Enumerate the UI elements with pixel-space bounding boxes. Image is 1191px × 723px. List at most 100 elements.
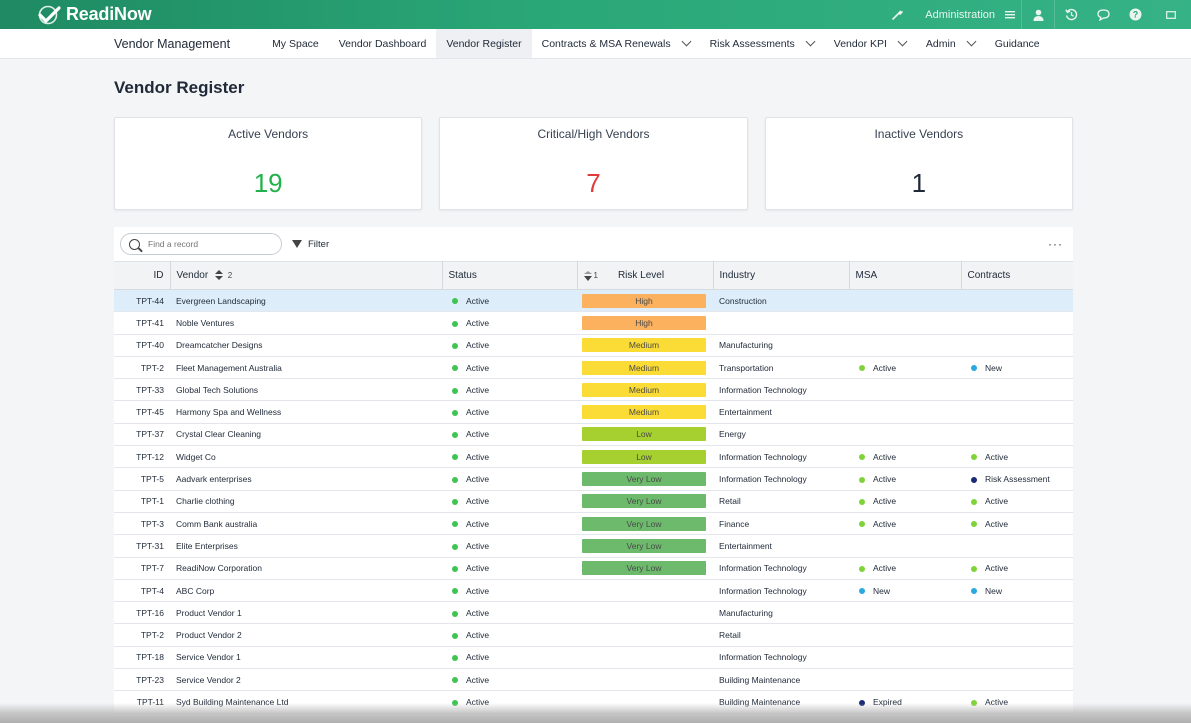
cell-msa: Active (849, 467, 961, 491)
industry-text: Manufacturing (719, 607, 773, 618)
table-row[interactable]: TPT-7 ReadiNow Corporation Active Very Low I… (114, 557, 1073, 580)
risk-badge: Medium (582, 360, 706, 375)
table-row[interactable]: TPT-2 Fleet Management Australia Active Med… (114, 356, 1073, 380)
filter-icon (292, 240, 302, 248)
menu-icon[interactable] (999, 0, 1021, 29)
table-row[interactable]: TPT-3 Comm Bank australia Active Very Low Fi… (114, 512, 1073, 536)
card-value: 19 (253, 168, 283, 198)
cell-industry: Retail (713, 623, 849, 647)
user-icon[interactable] (1022, 0, 1054, 29)
table-row[interactable]: TPT-18 Service Vendor 1 Active Information … (114, 646, 1073, 670)
history-icon[interactable] (1055, 0, 1087, 29)
nav-admin[interactable]: Admin (916, 29, 985, 58)
nav-vendor-dashboard[interactable]: Vendor Dashboard (329, 29, 437, 58)
vendor-name: Service Vendor 1 (176, 652, 241, 663)
table-row[interactable]: TPT-31 Elite Enterprises Active Very Low Ent… (114, 534, 1073, 558)
industry-text: Transportation (719, 362, 774, 373)
card-inactive-vendors[interactable]: Inactive Vendors 1 (764, 117, 1073, 210)
summary-cards: Active Vendors 19 Critical/High Vendors … (114, 117, 1073, 210)
table-row[interactable]: TPT-41 Noble Ventures Active High (114, 311, 1073, 335)
brand-logo[interactable]: ReadiNow (38, 4, 152, 25)
cell-id: TPT-40 (114, 334, 170, 357)
table-row[interactable]: TPT-2 Product Vendor 2 Active Retail (114, 623, 1073, 647)
search-box[interactable] (120, 233, 282, 255)
cell-msa (849, 400, 961, 424)
card-active-vendors[interactable]: Active Vendors 19 (114, 117, 423, 210)
cell-risk-level: Medium (577, 356, 713, 380)
table-row[interactable]: TPT-4 ABC Corp Active Information Technolog… (114, 579, 1073, 603)
cell-vendor: Elite Enterprises (170, 534, 442, 558)
status-dot-icon (452, 499, 458, 506)
nav-guidance[interactable]: Guidance (985, 29, 1050, 58)
status-text: Active (466, 696, 490, 707)
administration-label[interactable]: Administration (925, 8, 995, 21)
table-row[interactable]: TPT-5 Aadvark enterprises Active Very Low In… (114, 467, 1073, 491)
more-options-icon[interactable]: ··· (1048, 237, 1063, 251)
industry-text: Manufacturing (719, 340, 773, 351)
vendor-name: Noble Ventures (176, 317, 235, 328)
table-row[interactable]: TPT-33 Global Tech Solutions Active Medium I… (114, 378, 1073, 402)
help-icon[interactable]: ? (1119, 0, 1151, 29)
table-body: TPT-44 Evergreen Landscaping Active High Con… (114, 289, 1073, 714)
app-title[interactable]: Vendor Management (114, 36, 231, 51)
status-dot-icon (452, 432, 458, 439)
nav-risk-assessments[interactable]: Risk Assessments (700, 29, 824, 58)
cell-industry: Manufacturing (713, 334, 849, 357)
cell-contracts (961, 400, 1073, 424)
fullscreen-icon[interactable] (1151, 0, 1191, 29)
industry-text: Information Technology (719, 474, 807, 485)
cell-msa (849, 311, 961, 335)
column-header-id[interactable]: ID (114, 261, 171, 290)
table-row[interactable]: TPT-40 Dreamcatcher Designs Active Medium Ma… (114, 334, 1073, 357)
vendor-table: ID Vendor 2 Status 1 Risk Level Industry… (114, 261, 1073, 714)
nav-label: Vendor Register (446, 37, 522, 50)
table-row[interactable]: TPT-12 Widget Co Active Low Information Tech… (114, 445, 1073, 469)
table-row[interactable]: TPT-1 Charlie clothing Active Very Low Retai… (114, 490, 1073, 513)
cell-id: TPT-5 (114, 467, 170, 491)
table-row[interactable]: TPT-16 Product Vendor 1 Active Manufacturin… (114, 601, 1073, 625)
column-header-risk-level[interactable]: 1 Risk Level (577, 261, 714, 290)
cell-id: TPT-33 (114, 378, 170, 402)
header-label: Industry (719, 270, 756, 281)
cell-vendor: Comm Bank australia (170, 512, 442, 536)
column-header-contracts[interactable]: Contracts (961, 261, 1073, 290)
table-row[interactable]: TPT-11 Syd Building Maintenance Ltd Active… (114, 690, 1073, 714)
status-text: Active (466, 674, 490, 685)
wrench-icon[interactable] (881, 0, 913, 29)
cell-risk-level: Very Low (577, 467, 713, 491)
id-text: TPT-33 (136, 384, 164, 395)
column-header-vendor[interactable]: Vendor 2 (170, 261, 443, 290)
chat-icon[interactable] (1087, 0, 1119, 29)
status-dot-icon (452, 342, 458, 349)
filter-button[interactable]: Filter (292, 239, 329, 250)
filter-label: Filter (308, 238, 330, 250)
msa-status: New (873, 585, 891, 596)
cell-msa (849, 646, 961, 670)
cell-vendor: Service Vendor 2 (170, 668, 442, 692)
table-row[interactable]: TPT-44 Evergreen Landscaping Active High Con… (114, 289, 1073, 313)
nav-my-space[interactable]: My Space (262, 29, 329, 58)
card-critical-high-vendors[interactable]: Critical/High Vendors 7 (439, 117, 748, 210)
cell-industry: Entertainment (713, 534, 849, 558)
table-row[interactable]: TPT-45 Harmony Spa and Wellness Active Medi… (114, 400, 1073, 424)
cell-risk-level: Very Low (577, 490, 713, 513)
column-header-industry[interactable]: Industry (713, 261, 850, 290)
nav-contracts-msa-renewals[interactable]: Contracts & MSA Renewals (532, 29, 700, 58)
sort-descending-icon[interactable] (583, 270, 592, 281)
column-header-msa[interactable]: MSA (849, 261, 962, 290)
table-row[interactable]: TPT-23 Service Vendor 2 Active Building Mai… (114, 668, 1073, 692)
sort-icon[interactable] (214, 270, 223, 281)
card-value: 1 (911, 168, 927, 198)
chevron-down-icon (681, 36, 692, 47)
search-input[interactable] (148, 239, 268, 249)
cell-msa: Active (849, 512, 961, 536)
table-row[interactable]: TPT-37 Crystal Clear Cleaning Active Low Ene… (114, 423, 1073, 447)
cell-msa (849, 623, 961, 647)
search-icon (129, 238, 140, 250)
cell-status: Active (442, 423, 577, 447)
nav-vendor-register[interactable]: Vendor Register (436, 29, 532, 58)
column-header-status[interactable]: Status (442, 261, 578, 290)
contracts-status: Active (985, 451, 1009, 462)
nav-vendor-kpi[interactable]: Vendor KPI (824, 29, 916, 58)
msa-status: Active (873, 518, 897, 529)
